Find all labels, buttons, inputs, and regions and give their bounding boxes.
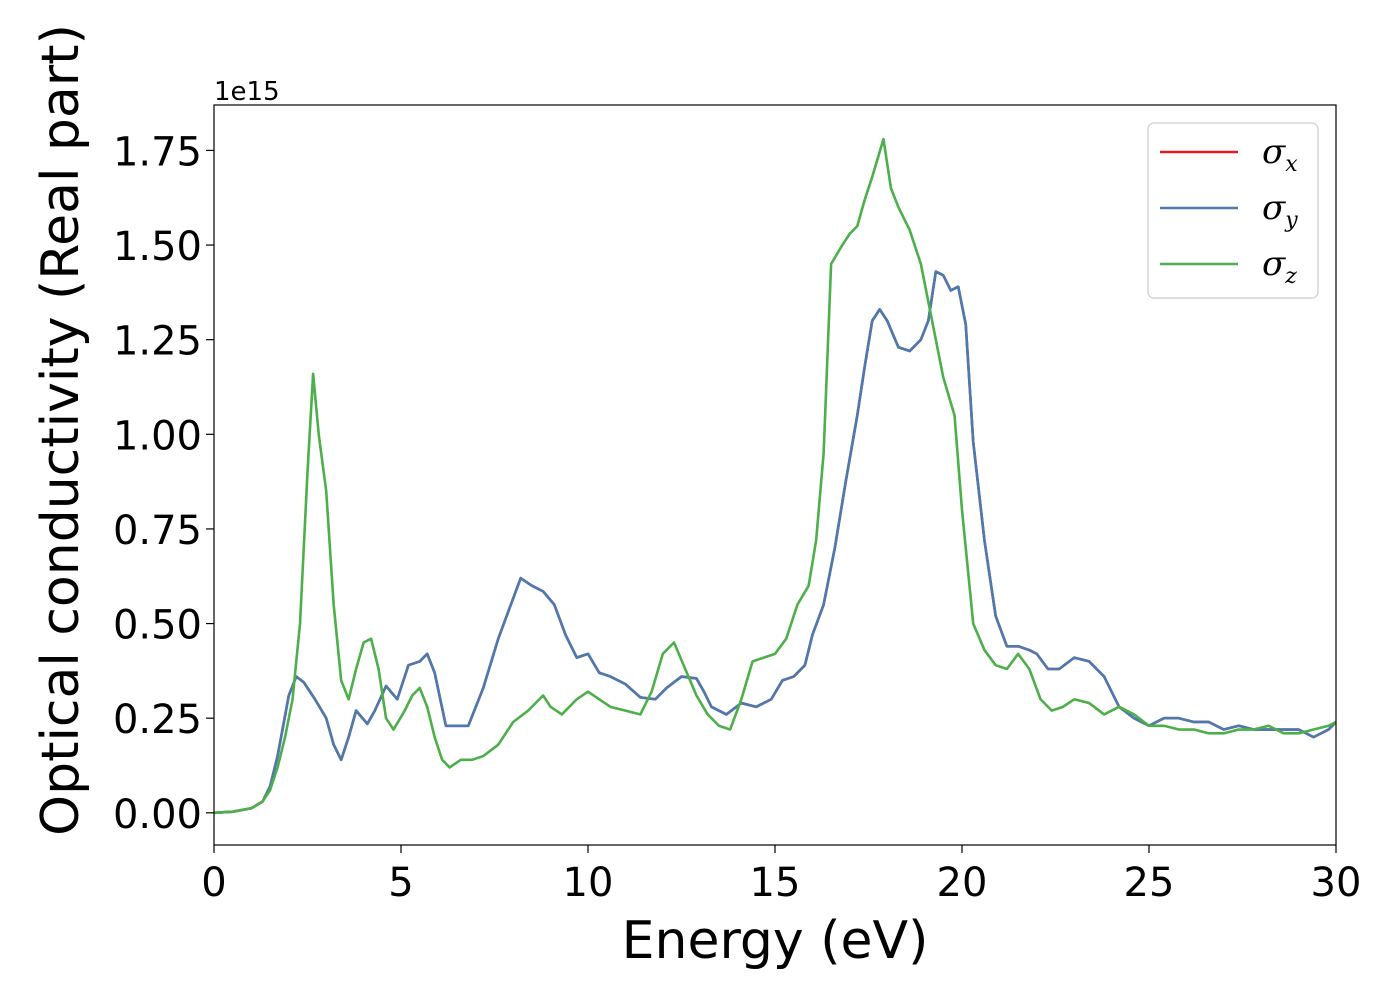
legend-label-z: σz [1262,244,1297,289]
x-axis-ticks: 0 5 10 15 20 25 30 [201,845,1361,906]
x-tick-label: 30 [1311,860,1362,906]
legend-label-x: σx [1262,132,1298,177]
y-tick-label: 1.50 [113,224,202,270]
y-tick-label: 1.00 [113,413,202,459]
legend-label-y: σy [1262,188,1298,233]
y-axis-offset-label: 1e15 [214,77,280,107]
x-tick-label: 10 [563,860,614,906]
legend: σx σy σz [1147,122,1319,299]
x-axis-title: Energy (eV) [622,911,929,971]
legend-box [1147,122,1319,299]
y-tick-label: 0.25 [113,697,202,743]
y-axis-title: Optical conductivity (Real part) [31,24,91,836]
y-tick-label: 1.25 [113,319,202,365]
y-tick-label: 1.75 [113,129,202,175]
x-tick-label: 25 [1124,860,1175,906]
y-tick-label: 0.50 [113,603,202,649]
y-axis-ticks: 0.00 0.25 0.50 0.75 1.00 1.25 1.50 1.75 [113,129,214,838]
y-tick-label: 0.00 [113,792,202,838]
plot-lines [214,137,1336,815]
x-tick-label: 0 [201,860,226,906]
y-tick-label: 0.75 [113,508,202,554]
x-tick-label: 5 [388,860,413,906]
series-line-y [214,270,1336,815]
series-line-z [214,137,1336,815]
x-tick-label: 15 [750,860,801,906]
x-tick-label: 20 [937,860,988,906]
